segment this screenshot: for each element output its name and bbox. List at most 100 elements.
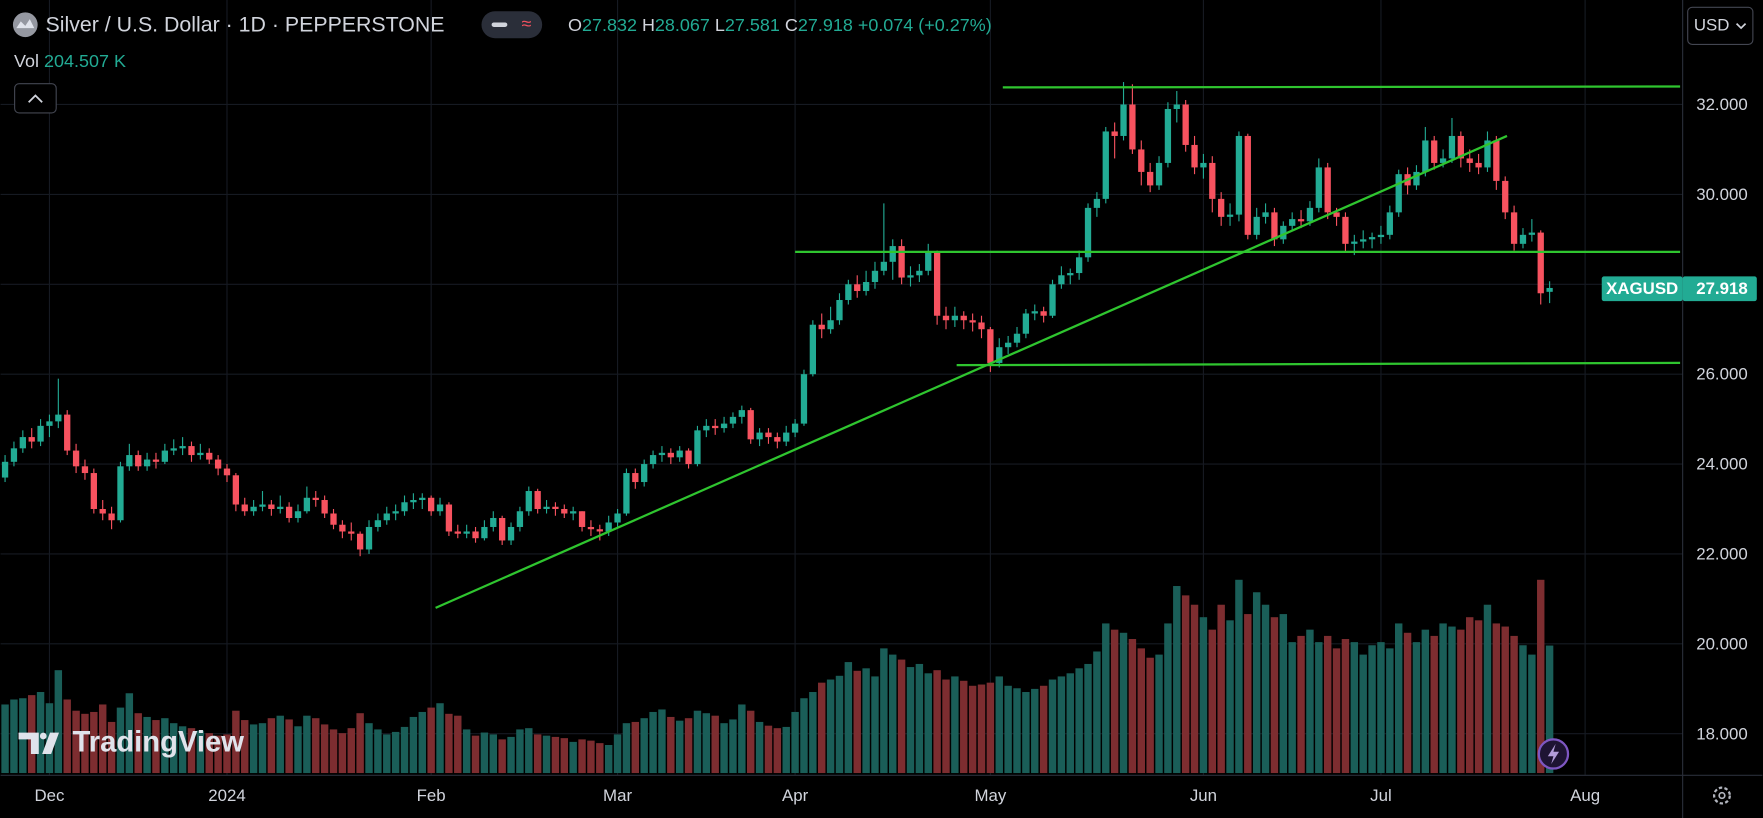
volume-bar: [1545, 645, 1554, 774]
symbol-tag: [1601, 276, 1683, 302]
candle-body: [463, 531, 470, 534]
currency-button[interactable]: [1687, 6, 1754, 45]
volume-bar: [587, 740, 595, 774]
volume-bar: [1528, 654, 1536, 774]
volume-bar: [933, 670, 941, 774]
symbol-icon[interactable]: [12, 12, 38, 38]
brand-logo[interactable]: TradingView: [18, 727, 245, 759]
volume-bar: [1270, 617, 1279, 774]
volume-bar: [604, 745, 613, 774]
volume-bar: [205, 733, 213, 774]
status-pill[interactable]: [481, 11, 543, 39]
volume-bar: [1226, 620, 1234, 774]
volume-bar: [1510, 635, 1518, 774]
volume-bar: [1341, 639, 1350, 774]
volume-bar: [853, 670, 861, 774]
price-tag: [1682, 276, 1757, 302]
volume-bar: [374, 729, 382, 774]
currency-caret: [1735, 23, 1747, 30]
y-tick-label: 20.000: [1696, 634, 1748, 653]
candle-body: [632, 473, 639, 483]
volume-bar: [72, 710, 80, 774]
volume-bar: [10, 699, 18, 774]
candle-body: [197, 452, 204, 456]
candle-body: [942, 315, 950, 321]
volume-bar: [1377, 642, 1385, 774]
candle-body: [135, 455, 142, 467]
candle-body: [1537, 232, 1544, 294]
candle-body: [578, 511, 586, 527]
candle-body: [1067, 273, 1074, 276]
volume-bar: [818, 682, 826, 774]
volume-bar: [365, 723, 373, 774]
candle-body: [543, 506, 550, 510]
candle-body: [1138, 149, 1145, 172]
chart-title[interactable]: Silver / U.S. Dollar · 1D · PEPPERSTONE: [46, 12, 445, 36]
ohlc-value: 27.581: [725, 15, 780, 35]
ohlc-legend: O27.832 H28.067 L27.581 C27.918 +0.074 (…: [568, 15, 992, 35]
candle-body: [978, 322, 985, 330]
candle-body: [809, 324, 816, 375]
candle-body: [1351, 241, 1358, 244]
candle-body: [410, 500, 417, 503]
alert-icon: [1547, 743, 1560, 765]
x-tick-label: Aug: [1570, 786, 1600, 805]
volume-bar: [329, 729, 338, 774]
candle-body: [552, 506, 559, 510]
volume-bar: [507, 736, 515, 774]
price-tags: XAGUSD 27.918: [1601, 276, 1757, 302]
volume-bar: [880, 648, 888, 774]
candle-body: [1315, 167, 1322, 208]
collapse-button[interactable]: [14, 83, 57, 114]
volume-bar: [1474, 620, 1483, 774]
volume-bar: [800, 698, 808, 774]
volume-bar: [1315, 642, 1323, 774]
candle-body: [1058, 275, 1065, 285]
volume-bar: [498, 739, 506, 774]
candle-body: [1155, 162, 1163, 186]
brand-mark: [18, 732, 60, 754]
candle-body: [55, 414, 62, 422]
volume-bar: [755, 721, 764, 774]
volume-bar: [125, 693, 134, 774]
trend-line: [956, 361, 1681, 367]
candle-body: [800, 374, 808, 424]
candle-body: [1, 461, 9, 478]
volume-bar: [1013, 688, 1021, 774]
y-tick-label: 30.000: [1696, 185, 1748, 204]
volume-bar: [826, 679, 835, 774]
candle-body: [1102, 131, 1109, 199]
candle-body: [46, 421, 53, 426]
volume-bar: [1066, 673, 1074, 774]
volume-bar: [1057, 676, 1066, 774]
candle-body: [1519, 234, 1527, 244]
volume-bar: [81, 713, 89, 774]
candle-body: [1333, 212, 1340, 217]
candle-body: [179, 446, 186, 449]
volume-bar: [436, 703, 444, 774]
candle-body: [649, 455, 657, 465]
candle-body: [1448, 135, 1456, 159]
volume-bar: [1039, 685, 1048, 774]
candle-body: [454, 531, 461, 534]
volume-bar: [1279, 614, 1288, 774]
volume-bar: [977, 684, 986, 774]
volume-bar: [187, 728, 196, 774]
candle-body: [268, 504, 275, 510]
candle-body: [126, 455, 133, 467]
change: +0.074 (+0.27%): [858, 15, 992, 35]
volume-bar: [995, 676, 1003, 774]
x-tick-label: 2024: [208, 786, 245, 805]
candle-body: [525, 491, 532, 512]
volume-bar: [986, 682, 995, 774]
volume-bar: [1137, 648, 1145, 774]
candle-body: [1200, 162, 1207, 168]
volume-bar: [835, 675, 844, 774]
x-tick-label: Dec: [34, 786, 64, 805]
volume-bar: [312, 718, 320, 774]
settings-button[interactable]: [1712, 786, 1731, 805]
candle-body: [1395, 174, 1402, 213]
status-icon: [491, 22, 508, 27]
x-tick-label: Jun: [1190, 786, 1217, 805]
candle-body: [756, 432, 763, 440]
